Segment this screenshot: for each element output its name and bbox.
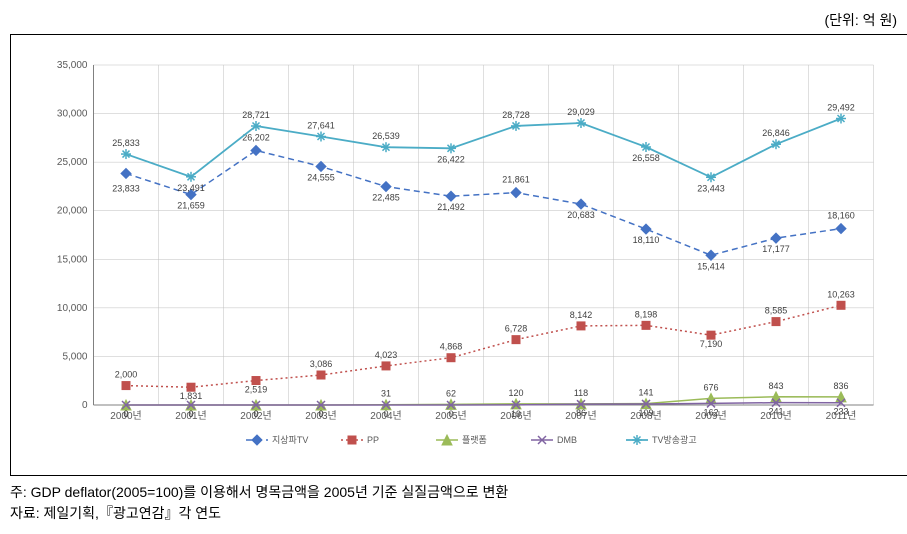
chart-container: 0 5,000 10,000 15,000 20,000 25,000 30,000 35,0… [10, 34, 907, 476]
svg-text:141: 141 [638, 388, 653, 398]
svg-text:4,868: 4,868 [440, 342, 463, 352]
svg-text:15,414: 15,414 [697, 261, 725, 271]
svg-text:18,110: 18,110 [633, 235, 660, 245]
svg-text:0: 0 [318, 409, 323, 419]
footnote-line-2: 자료: 제일기획,『광고연감』각 연도 [10, 503, 907, 524]
footnote-line-1: 주: GDP deflator(2005=100)를 이용해서 명목금액을 20… [10, 482, 907, 503]
svg-text:25,833: 25,833 [112, 138, 140, 148]
svg-text:62: 62 [446, 388, 456, 398]
svg-text:28,721: 28,721 [242, 110, 270, 120]
svg-text:0: 0 [253, 409, 258, 419]
svg-text:25,000: 25,000 [57, 157, 88, 168]
svg-text:118: 118 [574, 388, 588, 398]
svg-text:0: 0 [448, 409, 453, 419]
svg-text:28,728: 28,728 [502, 110, 530, 120]
svg-text:23,491: 23,491 [177, 183, 205, 193]
svg-text:22,485: 22,485 [372, 193, 400, 203]
svg-text:26,558: 26,558 [632, 153, 660, 163]
svg-text:109: 109 [638, 408, 653, 418]
svg-text:24,555: 24,555 [307, 172, 335, 182]
svg-text:3,086: 3,086 [310, 359, 333, 369]
svg-text:15,000: 15,000 [57, 254, 88, 265]
svg-text:20,683: 20,683 [567, 210, 595, 220]
svg-text:21,659: 21,659 [177, 201, 205, 211]
svg-text:8,585: 8,585 [765, 306, 788, 316]
svg-text:26,422: 26,422 [437, 154, 465, 164]
svg-text:843: 843 [768, 381, 783, 391]
svg-text:241: 241 [768, 407, 783, 417]
svg-text:30,000: 30,000 [57, 109, 88, 120]
svg-text:35,000: 35,000 [57, 60, 88, 71]
svg-text:162: 162 [703, 407, 718, 417]
svg-text:836: 836 [833, 381, 848, 391]
svg-text:18,160: 18,160 [827, 211, 855, 221]
svg-text:21,492: 21,492 [437, 202, 465, 212]
svg-text:DMB: DMB [557, 435, 577, 445]
line-chart: 0 5,000 10,000 15,000 20,000 25,000 30,000 35,0… [21, 45, 906, 465]
footnote: 주: GDP deflator(2005=100)를 이용해서 명목금액을 20… [10, 482, 907, 524]
svg-text:6,728: 6,728 [505, 324, 528, 334]
svg-text:5,000: 5,000 [62, 351, 87, 362]
unit-label: (단위: 억 원) [10, 10, 897, 30]
svg-text:26,846: 26,846 [762, 128, 790, 138]
svg-text:29,029: 29,029 [567, 107, 595, 117]
svg-text:23,443: 23,443 [697, 183, 725, 193]
svg-text:8,198: 8,198 [635, 309, 658, 319]
svg-text:676: 676 [703, 382, 718, 392]
svg-text:21,861: 21,861 [502, 175, 530, 185]
svg-text:8,142: 8,142 [570, 310, 593, 320]
svg-text:120: 120 [508, 388, 523, 398]
svg-text:86: 86 [576, 408, 586, 418]
svg-text:27,641: 27,641 [307, 120, 335, 130]
svg-text:31: 31 [381, 389, 391, 399]
svg-text:2,519: 2,519 [245, 385, 268, 395]
svg-text:20,000: 20,000 [57, 206, 88, 217]
svg-text:17,177: 17,177 [762, 244, 790, 254]
svg-text:0: 0 [383, 409, 388, 419]
svg-text:4,023: 4,023 [375, 350, 398, 360]
svg-text:10,000: 10,000 [57, 303, 88, 314]
svg-text:플랫폼: 플랫폼 [462, 435, 487, 445]
svg-text:0: 0 [188, 409, 193, 419]
svg-text:2,000: 2,000 [115, 370, 138, 380]
svg-text:0: 0 [123, 409, 128, 419]
svg-text:0: 0 [82, 400, 88, 411]
svg-text:10,263: 10,263 [827, 289, 855, 299]
svg-text:7,190: 7,190 [700, 339, 723, 349]
svg-text:29,492: 29,492 [827, 103, 855, 113]
svg-text:TV방송광고: TV방송광고 [652, 434, 697, 445]
svg-text:지상파TV: 지상파TV [272, 435, 308, 445]
svg-text:233: 233 [833, 407, 848, 417]
svg-text:26,539: 26,539 [372, 131, 400, 141]
svg-text:PP: PP [367, 435, 379, 445]
svg-text:23,833: 23,833 [112, 183, 140, 193]
svg-text:19: 19 [511, 409, 521, 419]
